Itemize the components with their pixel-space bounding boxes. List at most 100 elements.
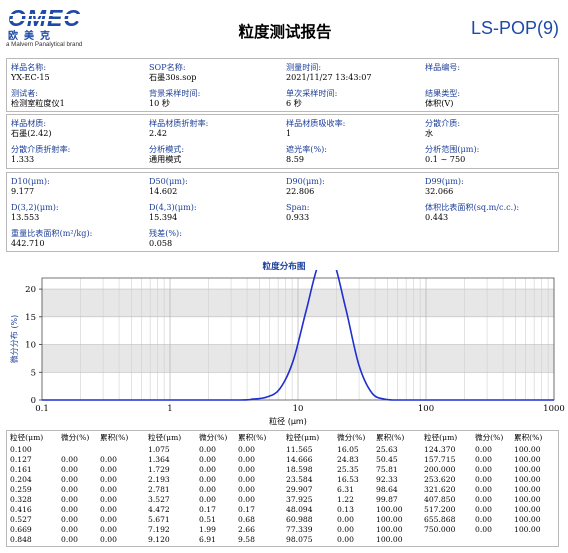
- weight-ssa-value: 442.710: [11, 238, 45, 248]
- table-cell: 253.620: [424, 475, 456, 484]
- weight-ssa-label: 重量比表面积(m²/kg):: [11, 228, 93, 238]
- table-cell: 0.100: [10, 445, 32, 454]
- table-cell: 0.00: [100, 515, 117, 524]
- logo-wordmark: OMEC: [8, 6, 81, 30]
- y-axis-label: 微分分布 (%): [9, 315, 19, 363]
- table-header: 粒径(μm): [148, 433, 182, 442]
- obscuration-value: 8.59: [286, 154, 305, 164]
- table-cell: 321.620: [424, 485, 456, 494]
- table-cell: 16.05: [337, 445, 359, 454]
- table-cell: 100.00: [514, 465, 541, 474]
- table-cell: 0.00: [100, 495, 117, 504]
- table-cell: 16.53: [337, 475, 359, 484]
- tester-value: 检测室粒度仪1: [11, 98, 65, 108]
- table-cell: 18.598: [286, 465, 313, 474]
- bg-time-label: 背景采样时间:: [149, 88, 201, 98]
- table-cell: 5.671: [148, 515, 170, 524]
- material-info-section: 样品材质: 石墨(2.42) 样品材质折射率: 2.42 样品材质吸收率: 1 …: [6, 114, 559, 169]
- y-tick-label: 10: [25, 341, 36, 351]
- table-cell: 2.193: [148, 475, 170, 484]
- sop-value: 石墨30s.sop: [149, 72, 197, 82]
- table-cell: 1.99: [199, 525, 216, 534]
- table-cell: 100.00: [376, 525, 403, 534]
- table-cell: 0.00: [61, 485, 78, 494]
- table-cell: 100.00: [514, 485, 541, 494]
- table-cell: 0.416: [10, 505, 32, 514]
- table-cell: 2.781: [148, 485, 170, 494]
- table-header: 累积(%): [514, 433, 543, 442]
- analysis-mode-label: 分析模式:: [149, 144, 185, 154]
- table-cell: 0.00: [61, 535, 78, 544]
- table-cell: 0.00: [61, 515, 78, 524]
- bg-time-value: 10 秒: [149, 98, 170, 108]
- table-cell: 2.66: [238, 525, 255, 534]
- table-cell: 11.565: [286, 445, 313, 454]
- table-cell: 0.00: [475, 445, 492, 454]
- table-cell: 517.200: [424, 505, 456, 514]
- table-cell: 0.00: [61, 455, 78, 464]
- table-cell: 0.00: [337, 535, 354, 544]
- d90-label: D90(μm):: [286, 176, 325, 186]
- report-code: LS-POP(9): [470, 18, 559, 38]
- table-cell: 100.00: [514, 525, 541, 534]
- table-header: 粒径(μm): [424, 433, 458, 442]
- table-cell: 100.00: [514, 505, 541, 514]
- chart-title: 粒度分布图: [262, 262, 306, 272]
- table-cell: 3.527: [148, 495, 170, 504]
- plot-frame: [41, 277, 555, 401]
- measure-time-label: 测量时间:: [286, 62, 322, 72]
- d32-label: D(3,2)(μm):: [11, 202, 59, 212]
- table-cell: 9.120: [148, 535, 170, 544]
- table-cell: 0.00: [100, 505, 117, 514]
- table-cell: 7.192: [148, 525, 170, 534]
- table-header: 累积(%): [100, 433, 129, 442]
- table-cell: 0.00: [238, 485, 255, 494]
- table-cell: 0.00: [61, 465, 78, 474]
- table-cell: 0.51: [199, 515, 216, 524]
- table-cell: 25.63: [376, 445, 398, 454]
- span-value: 0.933: [286, 212, 310, 222]
- table-cell: 100.00: [376, 535, 403, 544]
- table-cell: 0.00: [475, 505, 492, 514]
- table-cell: 0.00: [100, 535, 117, 544]
- table-cell: 100.00: [376, 515, 403, 524]
- sample-name-value: YX-EC-15: [11, 72, 50, 82]
- volume-ssa-label: 体积比表面积(sq.m/c.c.):: [425, 202, 520, 212]
- table-cell: 1.364: [148, 455, 170, 464]
- material-label: 样品材质:: [11, 118, 47, 128]
- table-header: 累积(%): [376, 433, 405, 442]
- table-cell: 0.00: [199, 485, 216, 494]
- single-time-label: 单次采样时间:: [286, 88, 338, 98]
- medium-ri-label: 分散介质折射率:: [11, 144, 71, 154]
- table-cell: 157.715: [424, 455, 456, 464]
- table-cell: 0.00: [475, 495, 492, 504]
- table-cell: 0.328: [10, 495, 32, 504]
- table-cell: 77.339: [286, 525, 313, 534]
- table-cell: 14.666: [286, 455, 313, 464]
- absorption-label: 样品材质吸收率:: [286, 118, 346, 128]
- table-cell: 0.00: [337, 525, 354, 534]
- table-cell: 25.35: [337, 465, 359, 474]
- table-cell: 0.00: [61, 525, 78, 534]
- table-header: 粒径(μm): [286, 433, 320, 442]
- table-cell: 0.00: [61, 475, 78, 484]
- table-cell: 0.00: [238, 465, 255, 474]
- logo-chinese-name: 欧美克: [8, 31, 56, 42]
- d43-label: D(4,3)(μm):: [149, 202, 197, 212]
- single-time-value: 6 秒: [286, 98, 302, 108]
- omec-logo-icon: OMEC: [8, 6, 106, 30]
- analysis-range-label: 分析范围(μm):: [425, 144, 480, 154]
- table-cell: 0.127: [10, 455, 32, 464]
- result-type-label: 结果类型:: [425, 88, 461, 98]
- table-cell: 92.33: [376, 475, 398, 484]
- table-cell: 0.00: [100, 455, 117, 464]
- table-cell: 1.22: [337, 495, 354, 504]
- table-cell: 6.91: [199, 535, 216, 544]
- table-cell: 100.00: [514, 455, 541, 464]
- company-logo: OMEC 欧美克 a Malvern Panalytical brand: [6, 6, 110, 52]
- table-cell: 24.83: [337, 455, 359, 464]
- x-tick-label: 100: [418, 404, 434, 414]
- table-cell: 50.45: [376, 455, 398, 464]
- x-axis-label: 粒径 (μm): [269, 416, 307, 426]
- results-section: D10(μm): 9.177 D50(μm): 14.602 D90(μm): …: [6, 172, 559, 252]
